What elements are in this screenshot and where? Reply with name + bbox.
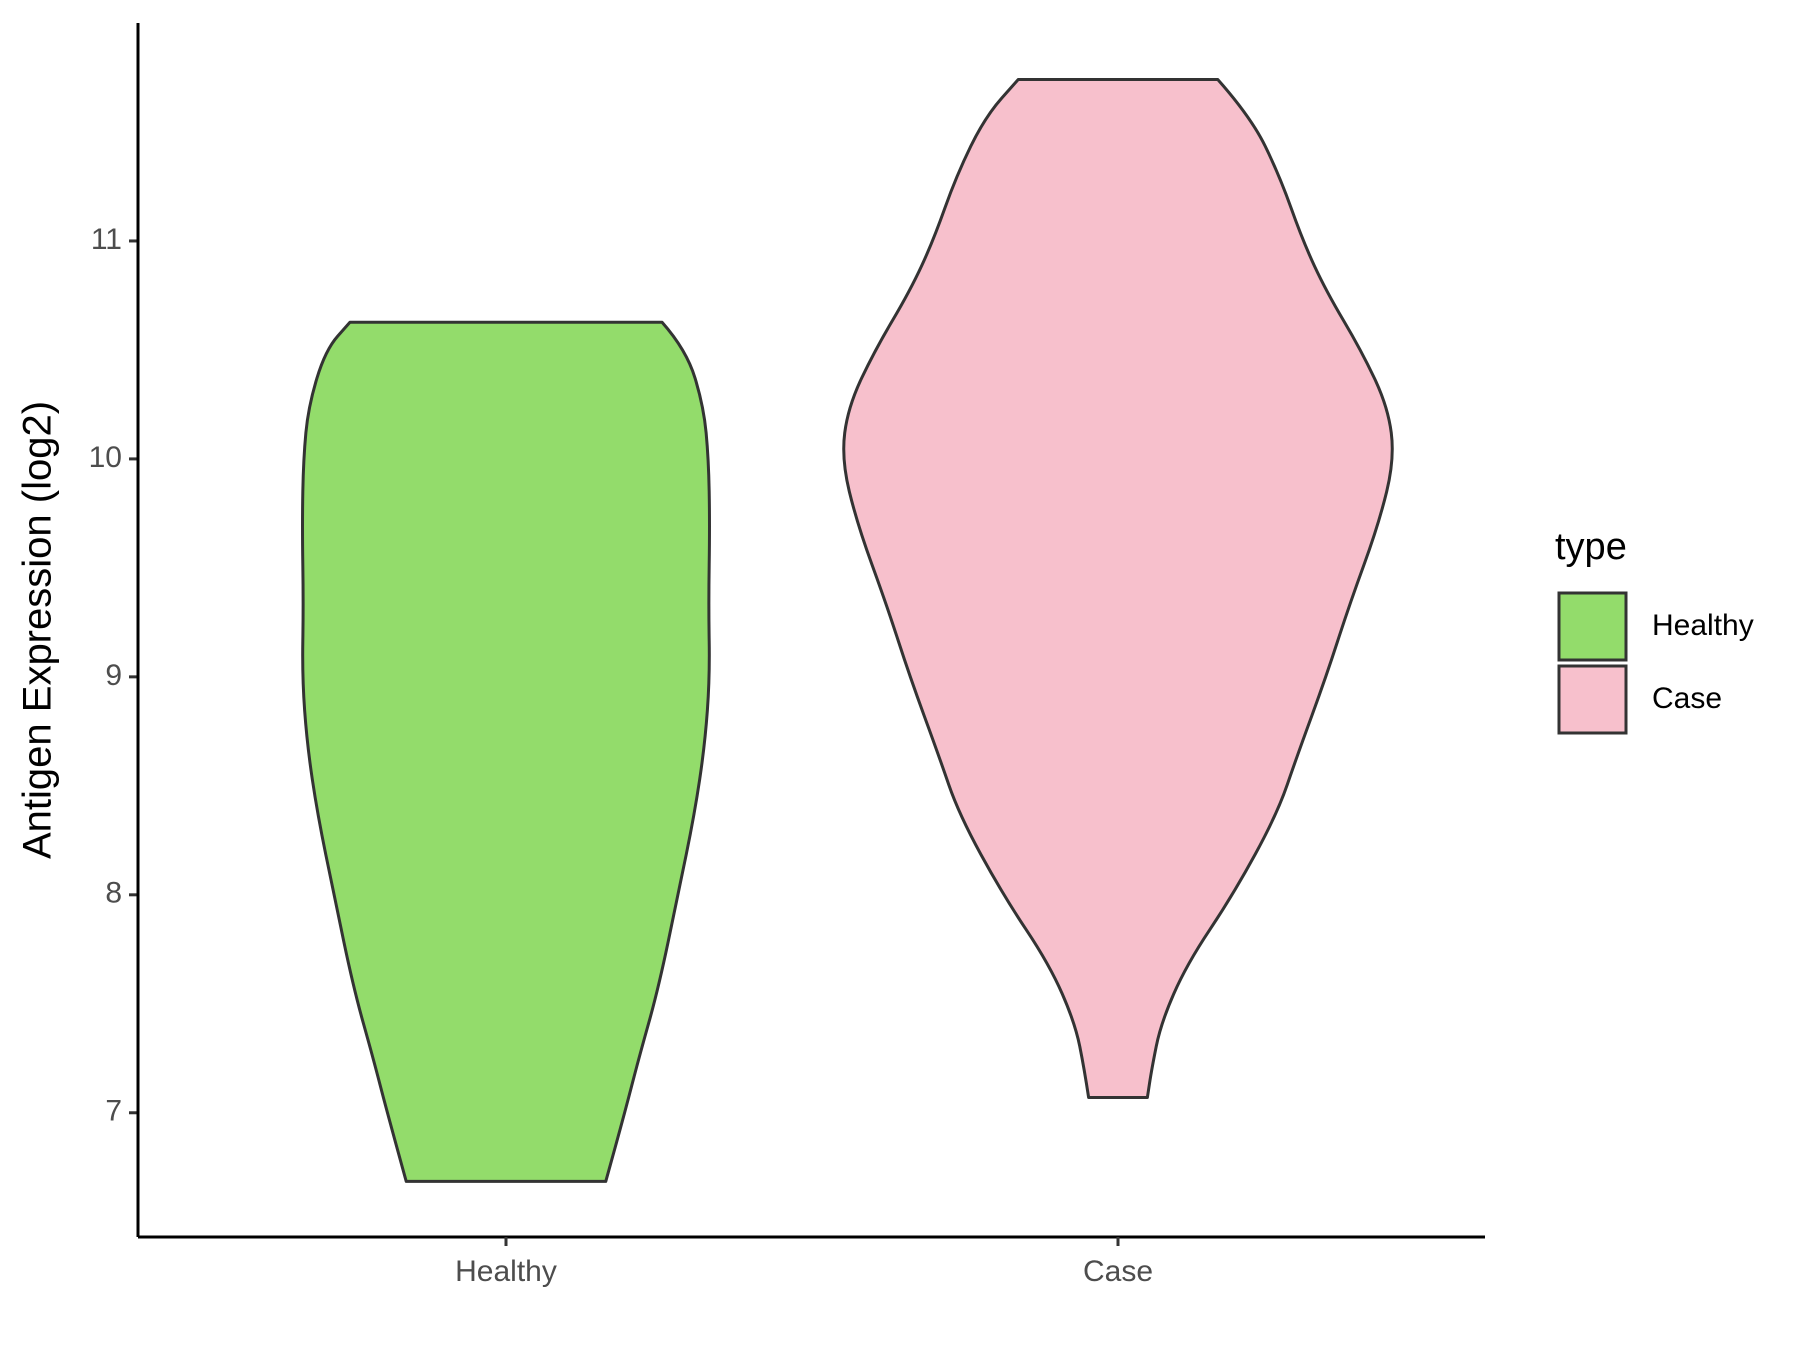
y-tick-label: 8 [105,877,122,910]
legend-label: Healthy [1652,609,1754,642]
y-tick-label: 10 [89,441,122,474]
violin [842,77,1394,1100]
x-tick-label: Healthy [455,1255,557,1288]
y-tick-label: 11 [91,223,122,256]
legend-key [1557,664,1628,735]
x-tick-label: Case [1083,1255,1153,1288]
legend-key [1557,591,1628,662]
y-axis-title: Antigen Expression (log2) [16,401,60,859]
legend-title: type [1555,526,1627,568]
y-tick-label: 9 [105,659,122,692]
y-tick-label: 7 [105,1095,122,1128]
violin [301,320,711,1183]
legend-label: Case [1652,682,1722,715]
